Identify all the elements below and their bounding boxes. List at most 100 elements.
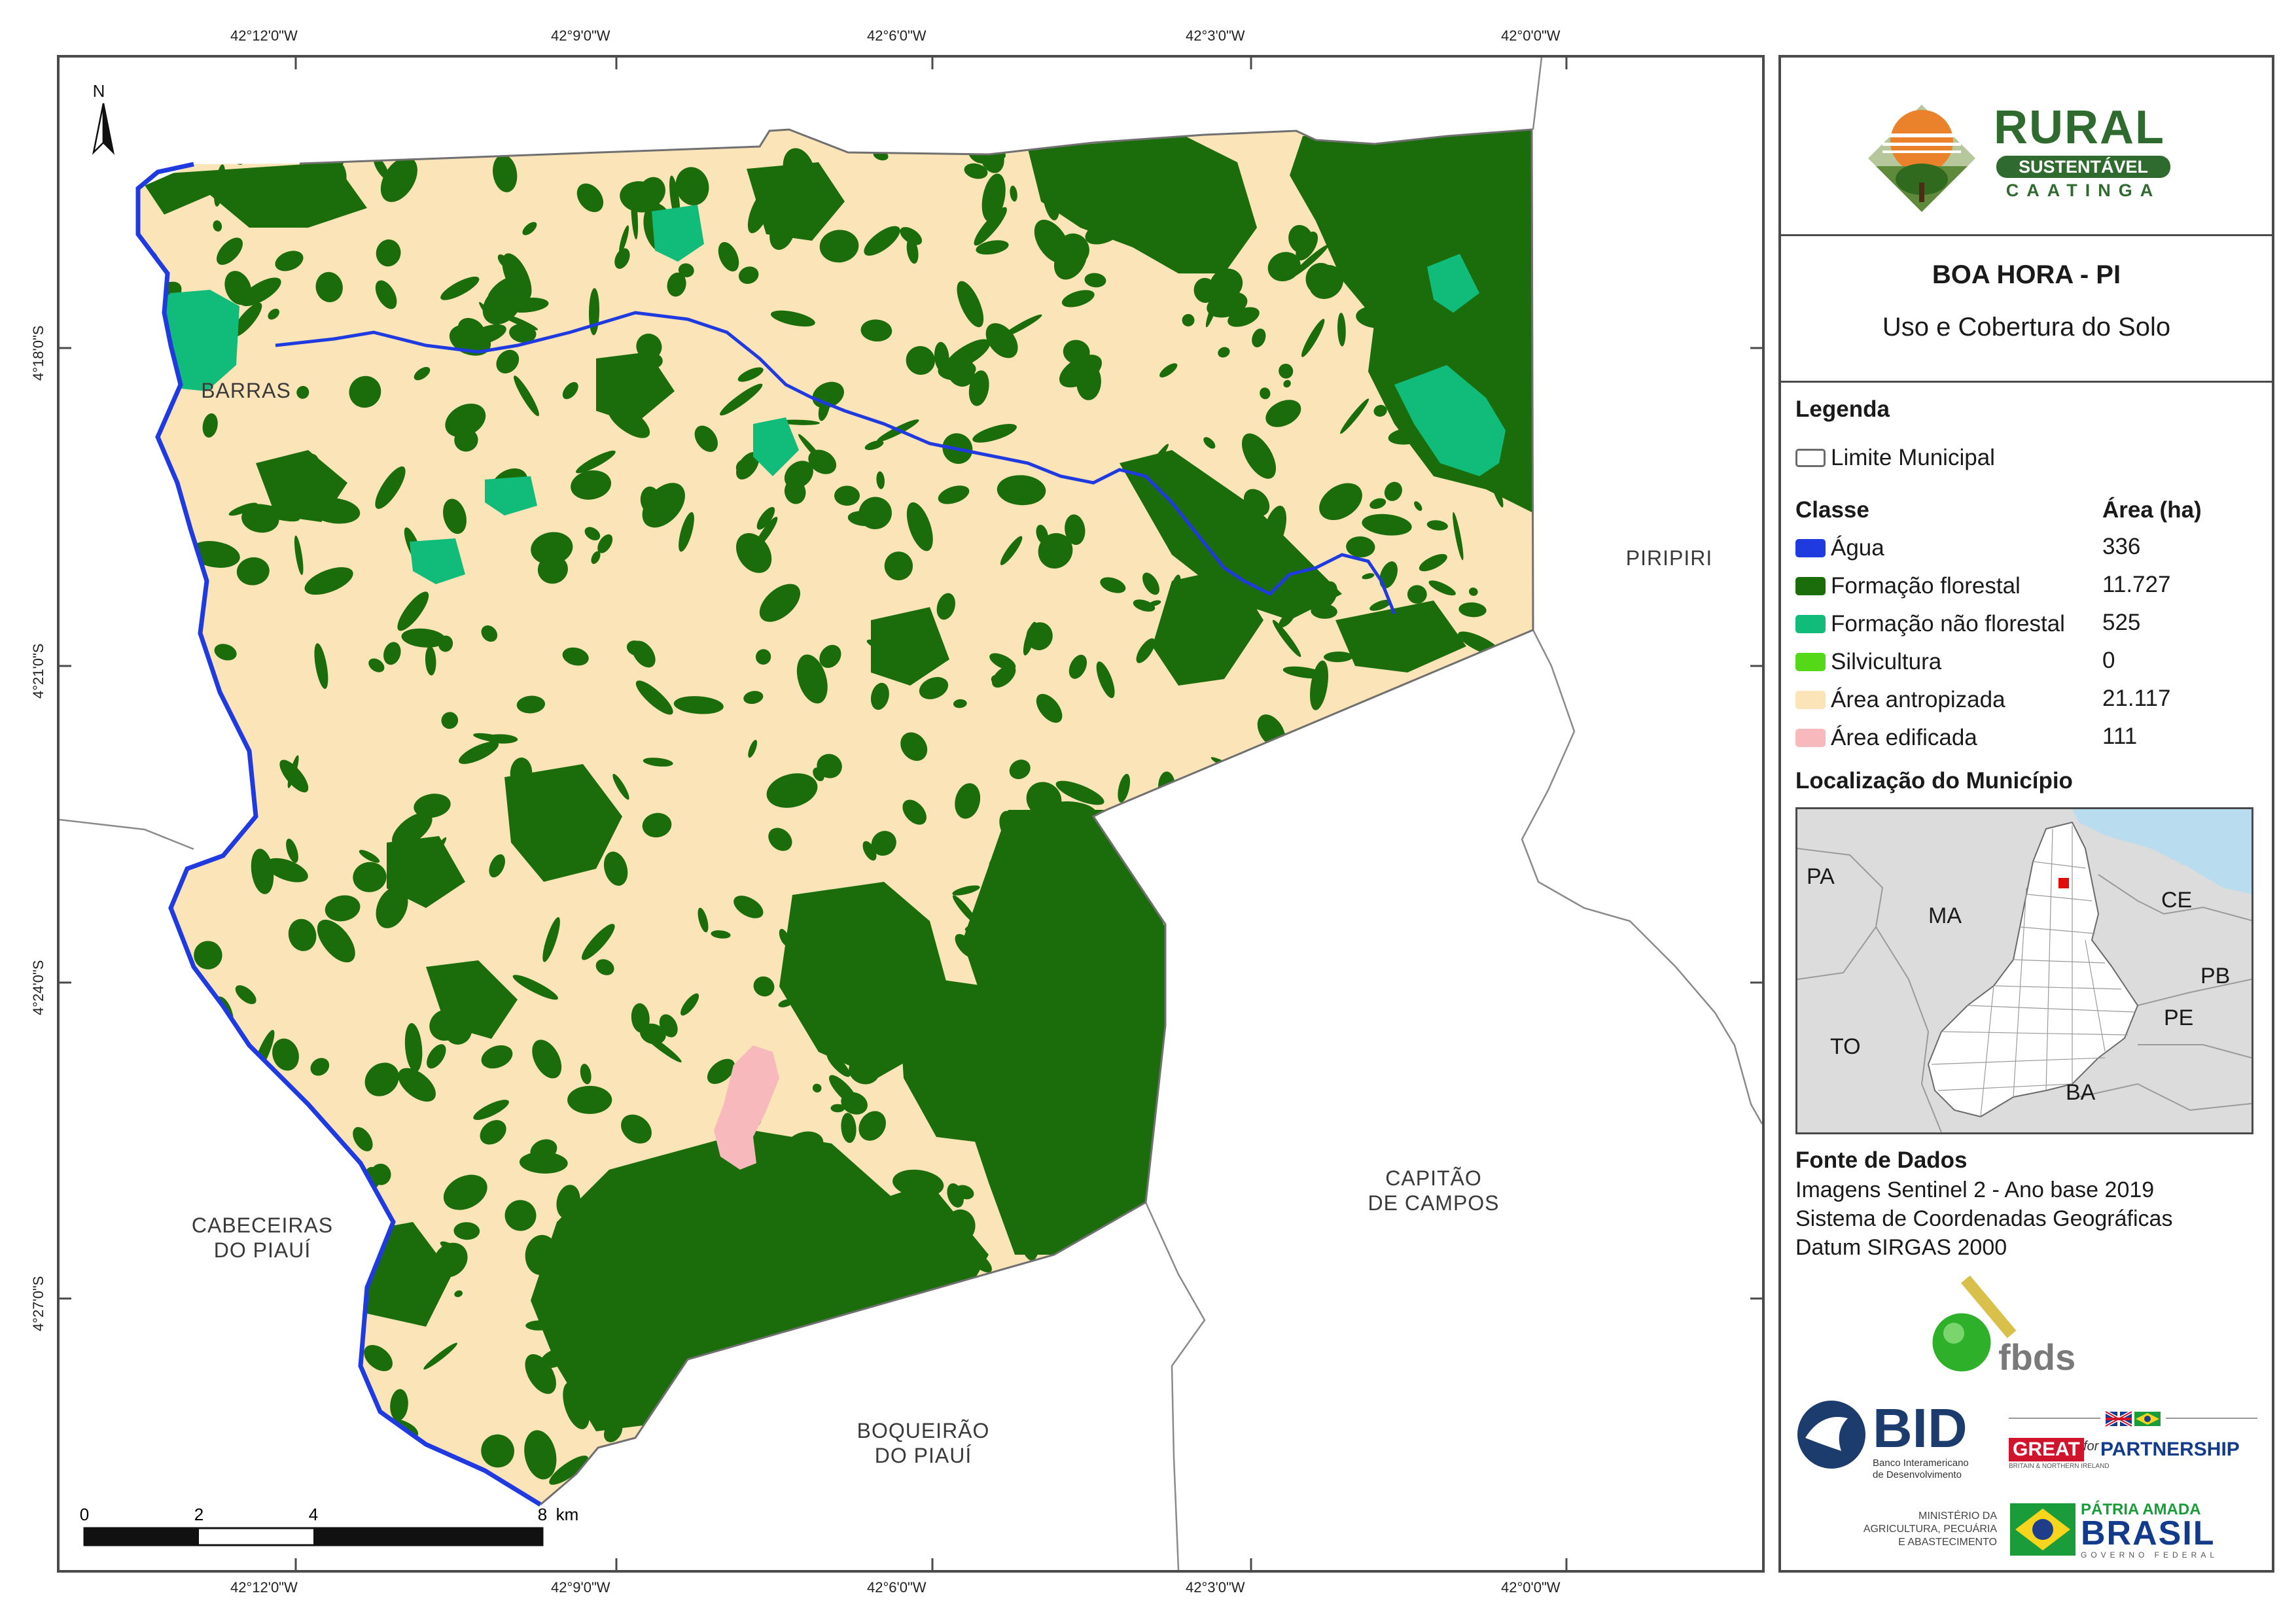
source-heading: Fonte de Dados: [1795, 1147, 1968, 1173]
forest-patch: [349, 375, 381, 408]
land-cover-map[interactable]: N 0 2 4 8 km: [60, 58, 1762, 1570]
forest-patch: [945, 1209, 976, 1242]
forest-patch: [799, 1308, 819, 1320]
forest-patch: [759, 584, 800, 622]
forest-patch: [906, 346, 935, 375]
forest-patch: [401, 628, 446, 648]
forest-patch: [562, 647, 589, 666]
forest-patch: [952, 885, 980, 896]
forest-patch: [1316, 1077, 1331, 1100]
forest-patch: [287, 1317, 306, 1335]
forest-patch: [317, 919, 355, 963]
forest-patch: [919, 676, 949, 699]
forest-patch: [140, 968, 157, 1019]
forest-patch: [214, 164, 226, 207]
municipal-boundary: [299, 128, 1534, 1506]
forest-patch: [588, 1263, 608, 1300]
forest-patch: [1026, 782, 1062, 817]
forest-patch: [1375, 840, 1396, 867]
fbds-sphere-icon: [1930, 1275, 2017, 1374]
class-header: Classe: [1795, 497, 1869, 523]
forest-patch: [1485, 1039, 1511, 1068]
forest-patch: [660, 1431, 682, 1442]
forest-patch: [955, 783, 981, 819]
forest-patch: [1284, 1312, 1305, 1329]
forest-patch: [1362, 514, 1412, 536]
forest-patch: [258, 1414, 289, 1461]
forest-patch: [690, 1229, 716, 1278]
forest-patch: [1254, 1055, 1275, 1083]
forest-patch: [1142, 572, 1159, 595]
forest-patch: [1133, 599, 1156, 612]
logo-sustentavel: SUSTENTÁVEL: [1996, 156, 2170, 178]
forest-patch: [160, 1435, 190, 1475]
forest-patch: [525, 1353, 556, 1394]
forest-patch: [1345, 1355, 1385, 1389]
forest-patch: [1492, 766, 1508, 786]
forest-patch: [864, 226, 900, 256]
forest-patch: [1166, 574, 1181, 617]
forest-patch: [611, 1322, 639, 1360]
forest-patch: [235, 985, 256, 1004]
area-header: Área (ha): [2102, 497, 2202, 523]
forest-patch: [1363, 1021, 1387, 1035]
forest-patch: [580, 1064, 592, 1085]
forest-patch: [1063, 1445, 1094, 1473]
forest-patch: [481, 1434, 514, 1468]
forest-patch: [1404, 985, 1432, 1010]
forest-patch: [207, 1303, 231, 1311]
forest-patch: [525, 1234, 558, 1276]
forest-patch: [1356, 305, 1402, 329]
forest-patch: [1065, 514, 1086, 546]
legend-item-area: 111: [2102, 724, 2138, 749]
forest-patch: [524, 1430, 557, 1480]
forest-patch: [194, 1350, 207, 1371]
forest-patch: [735, 459, 749, 474]
forest-patch: [440, 276, 480, 300]
forest-patch: [1252, 328, 1266, 347]
forest-patch: [364, 1344, 393, 1372]
forest-patch: [1525, 1168, 1533, 1182]
forest-patch: [796, 654, 828, 704]
forest-patch: [441, 712, 459, 729]
forest-patch: [858, 1111, 886, 1141]
forest-patch: [1311, 604, 1337, 619]
forest-patch: [502, 253, 532, 300]
forest-patch: [275, 251, 304, 271]
forest-patch: [715, 1423, 758, 1451]
state-ba: BA: [2066, 1080, 2096, 1105]
forest-patch: [304, 567, 353, 595]
forest-patch: [1340, 398, 1369, 434]
forest-patch: [955, 1185, 974, 1200]
north-label: N: [93, 81, 105, 101]
forest-patch: [771, 1405, 804, 1454]
forest-patch: [1452, 871, 1471, 882]
forest-patch: [473, 1100, 509, 1121]
forest-patch: [1358, 140, 1381, 166]
coord-bottom-1: 42°12'0"W: [230, 1579, 298, 1596]
forest-patch: [353, 862, 387, 892]
forest-patch: [614, 248, 630, 269]
ministerio-line-1: MINISTÉRIO DA: [1918, 1510, 1997, 1522]
forest-patch: [191, 1409, 199, 1423]
forest-patch: [1225, 1250, 1265, 1294]
bid-sub-1: Banco Interamericano: [1873, 1457, 1969, 1469]
forest-patch: [1203, 1251, 1234, 1258]
forest-patch: [279, 1450, 298, 1472]
forest-patch: [1337, 1376, 1370, 1399]
forest-patch: [1036, 693, 1063, 723]
forest-patch: [540, 1348, 572, 1369]
scale-tick-2: 2: [194, 1505, 203, 1524]
forest-patch: [783, 148, 815, 194]
forest-patch: [1409, 1218, 1436, 1244]
location-heading: Localização do Município: [1795, 768, 2073, 794]
forest-patch: [1421, 226, 1464, 255]
forest-patch: [1084, 273, 1106, 288]
forest-patch: [1142, 1397, 1169, 1429]
forest-patch: [138, 152, 152, 167]
forest-patch: [250, 1105, 285, 1136]
forest-patch: [1067, 1347, 1086, 1369]
forest-patch: [761, 1401, 769, 1426]
patria-line-1: PÁTRIA AMADA: [2081, 1501, 2201, 1518]
forest-patch: [829, 1318, 851, 1363]
